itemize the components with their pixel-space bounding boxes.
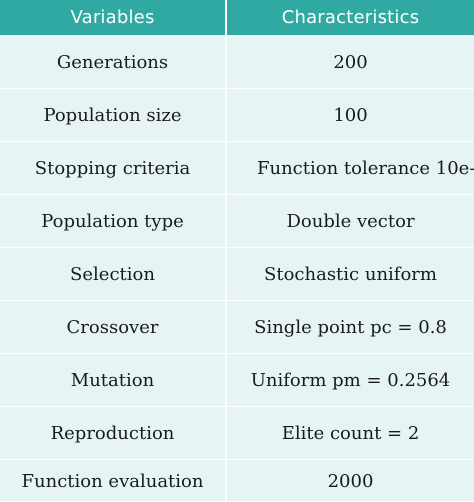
table-header: Variables Characteristics [0,0,474,35]
value-cell: 2000 [327,470,374,492]
variable-cell: Crossover [0,301,227,353]
variable-cell: Generations [0,36,227,88]
table-row: Mutation Uniform pm = 0.2564 [0,354,474,407]
variable-cell: Stopping criteria [0,142,227,194]
table-row: Crossover Single point pc = 0.8 [0,301,474,354]
variable-cell: Selection [0,248,227,300]
variable-cell: Function evaluation [0,460,227,502]
table-row: Reproduction Elite count = 2 [0,407,474,460]
value-cell: 200 [333,51,368,73]
value-cell: Elite count = 2 [281,422,420,444]
value-cell: Uniform pm = 0.2564 [250,369,451,391]
value-cell: Stochastic uniform [264,263,437,285]
header-variables: Variables [0,0,227,35]
table-row: Function evaluation 2000 [0,460,474,502]
value-cell: Function tolerance 10e-6 [257,157,474,179]
value-cell: Double vector [286,210,415,232]
table-row: Stopping criteria Function tolerance 10e… [0,142,474,195]
variable-cell: Population type [0,195,227,247]
table-row: Population type Double vector [0,195,474,248]
table-row: Selection Stochastic uniform [0,248,474,301]
value-cell: 100 [333,104,368,126]
table-row: Generations 200 [0,36,474,89]
header-characteristics: Characteristics [281,7,420,28]
table-row: Population size 100 [0,89,474,142]
value-cell: Single point pc = 0.8 [254,316,447,338]
variable-cell: Population size [0,89,227,141]
variable-cell: Mutation [0,354,227,406]
variable-cell: Reproduction [0,407,227,459]
